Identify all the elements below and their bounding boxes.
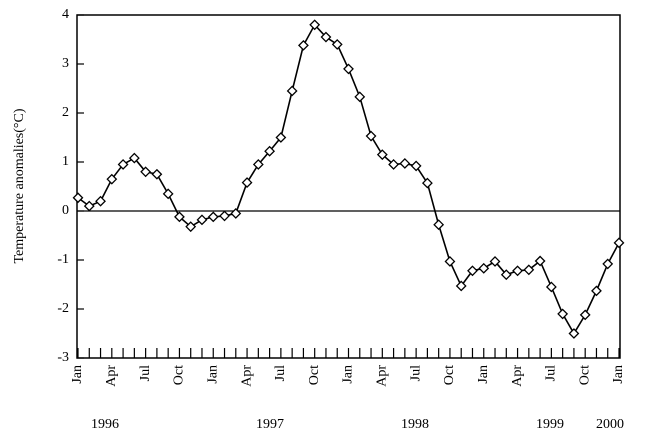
year-label: 1998	[401, 417, 429, 432]
year-label: 2000	[596, 417, 624, 432]
x-tick-label: Oct	[577, 365, 592, 385]
x-tick-label: Oct	[442, 365, 457, 385]
data-point	[286, 85, 298, 97]
data-point	[185, 221, 197, 233]
data-point	[455, 280, 467, 292]
data-point	[320, 31, 332, 43]
x-tick-label: Jul	[408, 365, 423, 381]
y-tick-label: -3	[57, 350, 69, 365]
data-point	[252, 159, 264, 170]
data-point	[331, 38, 343, 50]
data-point	[106, 173, 118, 185]
data-point	[174, 211, 185, 223]
year-label: 1999	[536, 417, 564, 432]
data-point	[410, 160, 422, 172]
year-label: 1997	[256, 417, 284, 432]
data-point	[534, 255, 546, 267]
data-point	[219, 210, 230, 222]
data-point	[388, 159, 400, 170]
data-point	[196, 214, 208, 226]
x-tick-label: Jan	[70, 365, 85, 384]
data-point	[467, 265, 478, 277]
x-tick-label: Jan	[611, 365, 626, 384]
data-point	[591, 285, 602, 297]
data-point	[478, 262, 490, 274]
y-tick-label: 2	[62, 105, 69, 120]
data-point	[297, 39, 309, 51]
data-point	[128, 152, 140, 164]
y-tick-label: -2	[57, 301, 69, 316]
data-point	[72, 192, 84, 204]
x-tick-label: Jan	[476, 365, 491, 384]
data-point	[602, 258, 614, 270]
data-point	[579, 309, 591, 321]
data-point	[444, 256, 456, 267]
data-point	[230, 208, 242, 219]
y-tick-label: -1	[57, 252, 69, 267]
data-point	[376, 149, 388, 161]
data-point	[309, 19, 321, 31]
data-point	[162, 188, 174, 200]
x-tick-label: Jul	[544, 365, 559, 381]
data-point	[489, 256, 501, 267]
data-point	[545, 281, 557, 293]
x-tick-label: Apr	[104, 365, 119, 387]
data-point	[523, 264, 535, 276]
data-point	[365, 130, 377, 142]
data-point	[241, 177, 253, 188]
x-tick-label: Jul	[138, 365, 153, 381]
data-point	[500, 269, 512, 281]
data-point	[421, 177, 433, 189]
x-tick-label: Jan	[341, 365, 356, 384]
data-point	[512, 265, 523, 277]
data-point	[568, 328, 580, 339]
data-point	[343, 63, 354, 75]
y-tick-label: 0	[62, 203, 69, 218]
data-point	[140, 166, 152, 178]
y-tick-label: 4	[62, 7, 69, 22]
data-point	[264, 145, 276, 157]
data-point	[557, 308, 569, 320]
data-point	[83, 200, 95, 212]
x-tick-label: Apr	[375, 365, 390, 387]
x-tick-label: Oct	[172, 365, 187, 385]
y-tick-label: 3	[62, 56, 69, 71]
year-label: 1996	[91, 417, 119, 432]
y-axis-label: Temperature anomalies(°C)	[12, 108, 27, 263]
x-tick-label: Jul	[273, 365, 288, 381]
data-point	[613, 237, 625, 249]
data-point	[117, 159, 129, 170]
data-point	[151, 168, 163, 180]
x-tick-label: Jan	[205, 365, 220, 384]
data-point	[275, 132, 287, 143]
x-tick-label: Oct	[307, 365, 322, 385]
x-tick-label: Apr	[510, 365, 525, 387]
data-point	[354, 91, 366, 103]
data-point	[399, 158, 411, 169]
x-tick-label: Apr	[239, 365, 254, 387]
data-point	[95, 195, 106, 207]
y-tick-label: 1	[62, 154, 69, 169]
data-point	[433, 219, 445, 231]
data-point	[207, 211, 219, 223]
